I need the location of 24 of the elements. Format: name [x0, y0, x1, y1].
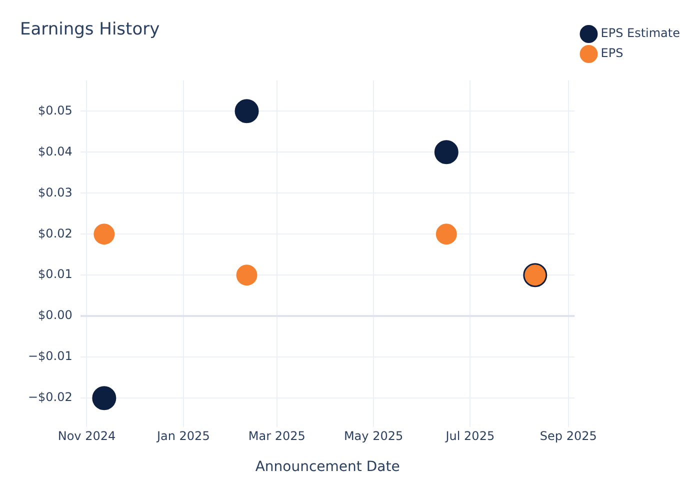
y-tick-label: $0.01: [38, 267, 72, 282]
point: [236, 264, 258, 286]
y-tick-label: $0.00: [38, 308, 72, 322]
y-tick-label: $0.05: [38, 103, 72, 118]
chart-title: Earnings History: [20, 20, 160, 40]
legend-label: EPS: [600, 46, 624, 60]
y-tick-label: $0.02: [38, 226, 72, 240]
point: [92, 386, 116, 410]
point: [234, 99, 259, 124]
y-tick-label: −$0.01: [28, 349, 72, 364]
point: [94, 224, 115, 245]
x-tick-label: Jan 2025: [156, 429, 210, 444]
x-tick-label: Sep 2025: [540, 429, 597, 444]
legend-label: EPS Estimate: [600, 26, 680, 40]
y-tick-label: $0.03: [38, 185, 72, 200]
x-axis-title: Announcement Date: [255, 459, 400, 476]
y-tick-label: −$0.02: [28, 390, 72, 404]
x-tick-label: Jul 2025: [444, 429, 495, 444]
point: [434, 140, 458, 164]
y-tick-label: $0.04: [38, 144, 72, 158]
x-tick-label: Nov 2024: [58, 429, 116, 444]
x-tick-label: Mar 2025: [248, 429, 306, 444]
x-tick-label: May 2025: [344, 429, 404, 444]
point: [436, 224, 457, 245]
